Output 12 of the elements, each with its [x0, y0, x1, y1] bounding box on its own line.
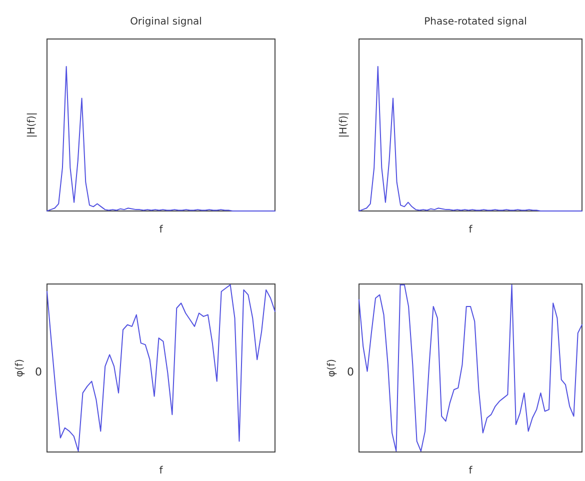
y-axis-title: φ(f): [326, 358, 338, 377]
y-axis-title: |H(f)|: [338, 112, 350, 138]
y-axis-title: φ(f): [14, 358, 26, 377]
chart-title: Phase-rotated signal: [424, 16, 527, 28]
chart-title: Original signal: [130, 16, 202, 28]
text: 0: [347, 366, 354, 378]
x-axis-title: f: [159, 224, 164, 236]
x-axis-title: f: [468, 466, 473, 476]
text: 0: [35, 366, 42, 378]
x-axis-title: f: [468, 224, 473, 236]
y-axis-title: |H(f)|: [26, 112, 38, 138]
x-axis-title: f: [159, 466, 164, 476]
